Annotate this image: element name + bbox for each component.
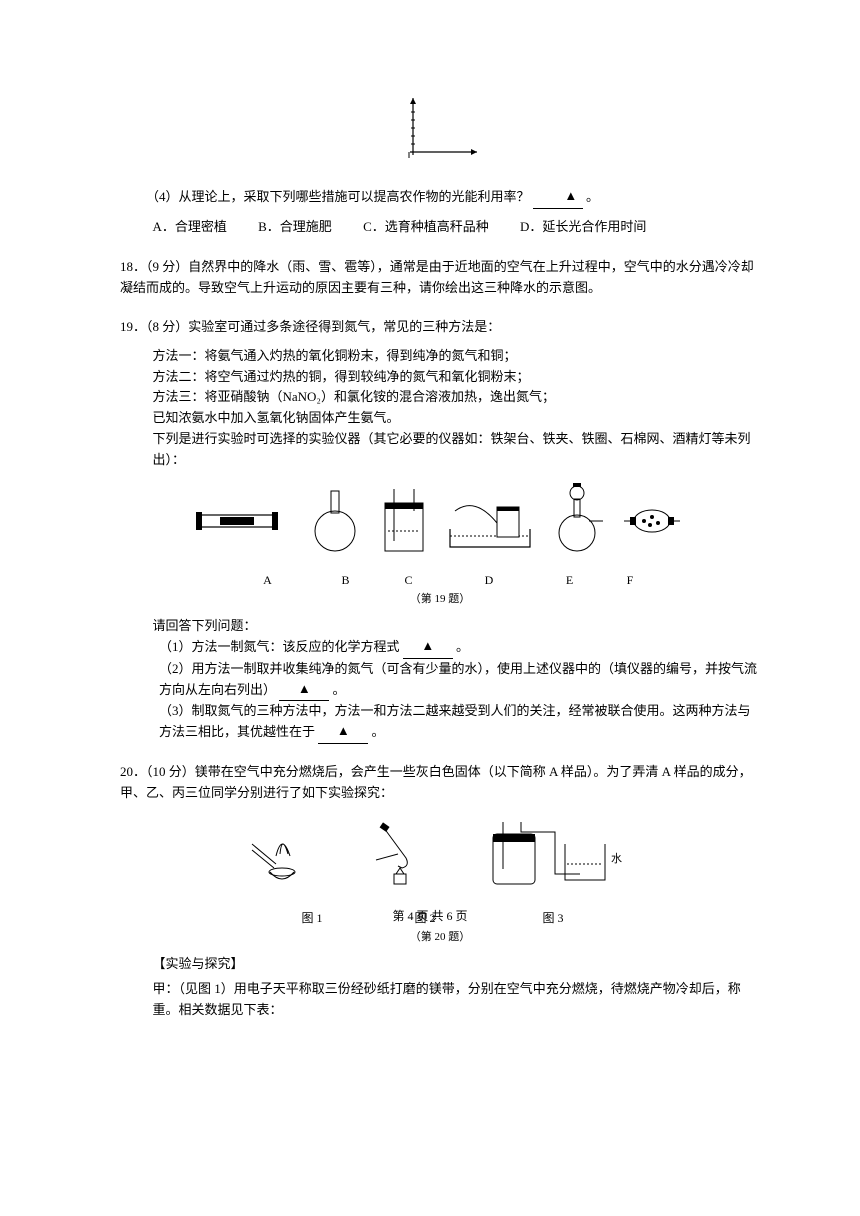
q18: 18．（9 分）自然界中的降水（雨、雪、雹等），通常是由于近地面的空气在上升过程…	[120, 257, 760, 299]
q19-m1: 方法一：将氨气通入灼热的氧化铜粉末，得到纯净的氮气和铜；	[120, 346, 760, 367]
q17-blank: ▲	[533, 187, 583, 209]
q19-intro: 19．（8 分）实验室可通过多条途径得到氮气，常见的三种方法是：	[120, 317, 760, 338]
q19-p3: （3）制取氮气的三种方法中，方法一和方法二越来越受到人们的关注，经常被联合使用。…	[120, 701, 760, 744]
q20-intro: 20．（10 分）镁带在空气中充分燃烧后，会产生一些灰白色固体（以下简称 A 样…	[120, 762, 760, 804]
option-c: C．选育种植高秆品种	[363, 219, 489, 234]
q20-section: 【实验与探究】	[120, 954, 760, 975]
q18-text: 18．（9 分）自然界中的降水（雨、雪、雹等），通常是由于近地面的空气在上升过程…	[120, 257, 760, 299]
q19-apparatus-figure	[120, 481, 760, 568]
axis-chart	[120, 90, 760, 172]
q19-known: 已知浓氨水中加入氢氧化钠固体产生氨气。	[120, 408, 760, 429]
q19-m3: 方法三：将亚硝酸钠（NaNO₂）和氯化铵的混合溶液加热，逸出氮气；	[120, 387, 760, 408]
q19-p1: （1）方法一制氮气：该反应的化学方程式 ▲ 。	[120, 637, 760, 659]
page-footer: 第 4 页 共 6 页	[0, 907, 860, 926]
q19: 19．（8 分）实验室可通过多条途径得到氮气，常见的三种方法是： 方法一：将氨气…	[120, 317, 760, 744]
option-d: D．延长光合作用时间	[520, 219, 646, 234]
svg-text:水: 水	[611, 852, 622, 865]
q17-options: A．合理密植 B．合理施肥 C．选育种植高秆品种 D．延长光合作用时间	[120, 217, 760, 238]
q19-m2: 方法二：将空气通过灼热的铜，得到较纯净的氮气和氧化铜粉末；	[120, 367, 760, 388]
q19-p2: （2）用方法一制取并收集纯净的氮气（可含有少量的水），使用上述仪器中的（填仪器的…	[120, 659, 760, 702]
q17-text: （4）从理论上，采取下列哪些措施可以提高农作物的光能利用率？	[146, 189, 530, 204]
q20-figures: 水	[120, 814, 760, 906]
q19-answer-intro: 请回答下列问题：	[120, 616, 760, 637]
option-a: A．合理密植	[153, 219, 227, 234]
q17-part4: （4）从理论上，采取下列哪些措施可以提高农作物的光能利用率？ ▲ 。 A．合理密…	[120, 187, 760, 238]
q20-jia: 甲：（见图 1）用电子天平称取三份经砂纸打磨的镁带，分别在空气中充分燃烧，待燃烧…	[120, 979, 760, 1021]
q20: 20．（10 分）镁带在空气中充分燃烧后，会产生一些灰白色固体（以下简称 A 样…	[120, 762, 760, 1021]
option-b: B．合理施肥	[258, 219, 332, 234]
q20-caption: （第 20 题）	[120, 929, 760, 947]
q19-below: 下列是进行实验时可选择的实验仪器（其它必要的仪器如：铁架台、铁夹、铁圈、石棉网、…	[120, 429, 760, 471]
q19-labels: A B C D E F	[120, 571, 760, 590]
q19-caption: （第 19 题）	[120, 591, 760, 609]
